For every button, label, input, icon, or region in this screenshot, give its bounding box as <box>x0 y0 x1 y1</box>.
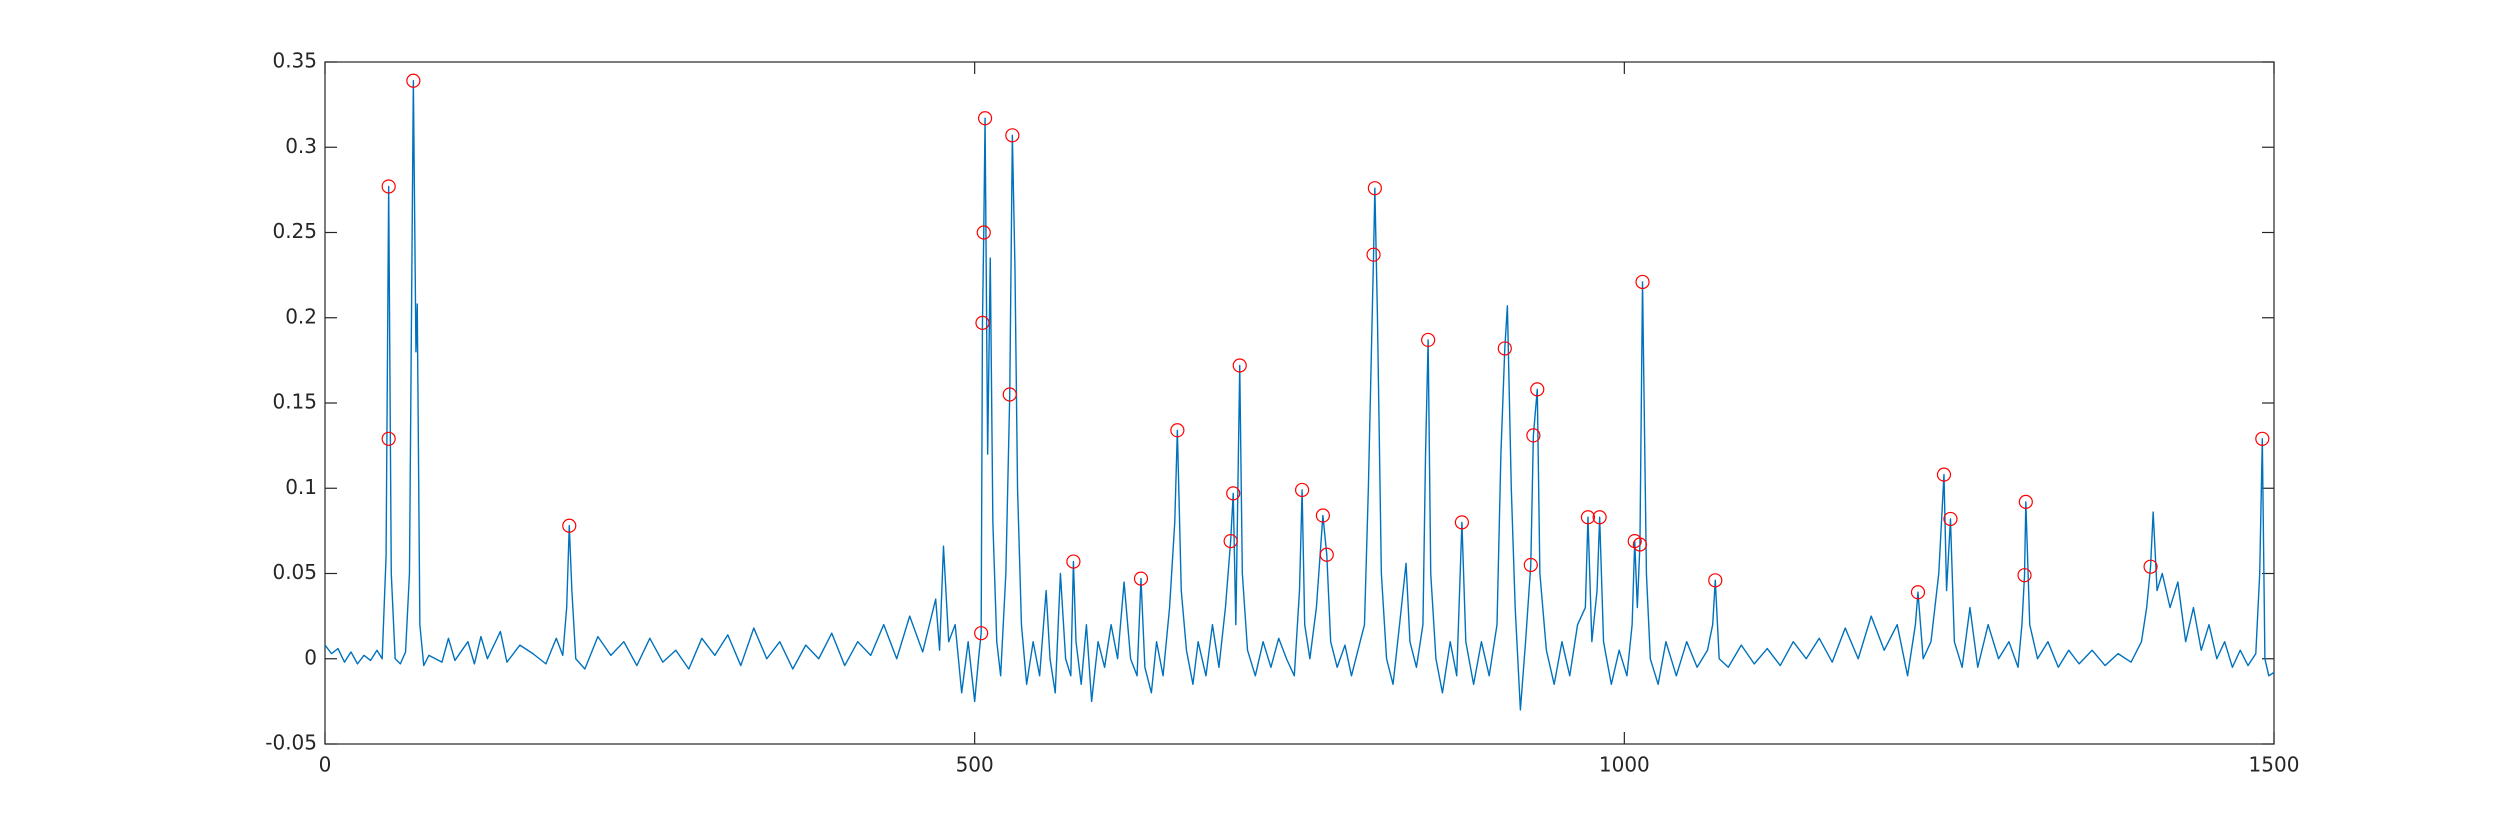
peak-marker <box>1315 508 1330 523</box>
peak-marker <box>1002 387 1017 402</box>
peak-marker <box>2017 568 2032 583</box>
x-tick-label: 1000 <box>1599 753 1650 777</box>
peak-marker <box>1367 181 1382 196</box>
signal-line <box>324 80 2275 711</box>
peak-marker <box>406 73 421 88</box>
peak-marker <box>562 518 577 533</box>
x-tick-label: 1500 <box>2249 753 2300 777</box>
peak-marker <box>1635 274 1650 290</box>
peak-marker <box>2018 494 2033 509</box>
x-tick-label: 500 <box>956 753 994 777</box>
peak-marker <box>1910 585 1926 600</box>
peak-marker <box>2255 431 2270 446</box>
peak-marker <box>1223 534 1238 549</box>
peak-marker <box>1226 486 1241 501</box>
peak-marker <box>1319 547 1334 562</box>
peak-marker <box>1497 341 1512 356</box>
y-tick-label: 0.15 <box>272 390 317 414</box>
peak-marker <box>975 315 990 330</box>
x-tick-label: 0 <box>319 753 332 777</box>
peak-marker <box>1421 332 1436 348</box>
peak-marker <box>1526 428 1541 443</box>
peak-marker <box>1294 482 1310 498</box>
peak-marker <box>1005 128 1020 143</box>
peak-marker <box>381 431 396 446</box>
peak-marker <box>381 179 396 194</box>
y-tick-label: 0.05 <box>272 560 317 584</box>
y-tick-label: -0.05 <box>265 731 317 755</box>
peak-marker <box>1632 537 1648 552</box>
peak-marker <box>1066 554 1081 569</box>
peak-marker <box>1523 557 1538 573</box>
peak-marker <box>1170 423 1185 438</box>
peak-marker <box>1592 510 1607 525</box>
peak-marker <box>1936 467 1952 482</box>
y-tick-label: 0.1 <box>285 475 317 499</box>
peak-marker <box>1133 571 1149 586</box>
peak-marker <box>1580 510 1596 525</box>
y-tick-label: 0.35 <box>272 49 317 73</box>
peak-marker <box>1708 573 1723 588</box>
y-tick-label: 0.2 <box>285 304 317 328</box>
peak-marker <box>2143 559 2158 574</box>
peak-marker <box>1943 511 1958 527</box>
peak-marker <box>1232 358 1247 373</box>
peak-marker <box>977 111 993 126</box>
peak-marker <box>1366 247 1381 262</box>
peak-marker <box>976 225 991 240</box>
peak-marker <box>1454 515 1470 530</box>
peak-marker <box>1530 382 1545 397</box>
peak-marker <box>974 626 989 641</box>
y-tick-label: 0 <box>304 645 317 669</box>
plot-area <box>324 61 2275 745</box>
y-tick-label: 0.3 <box>285 134 317 158</box>
y-tick-label: 0.25 <box>272 219 317 243</box>
